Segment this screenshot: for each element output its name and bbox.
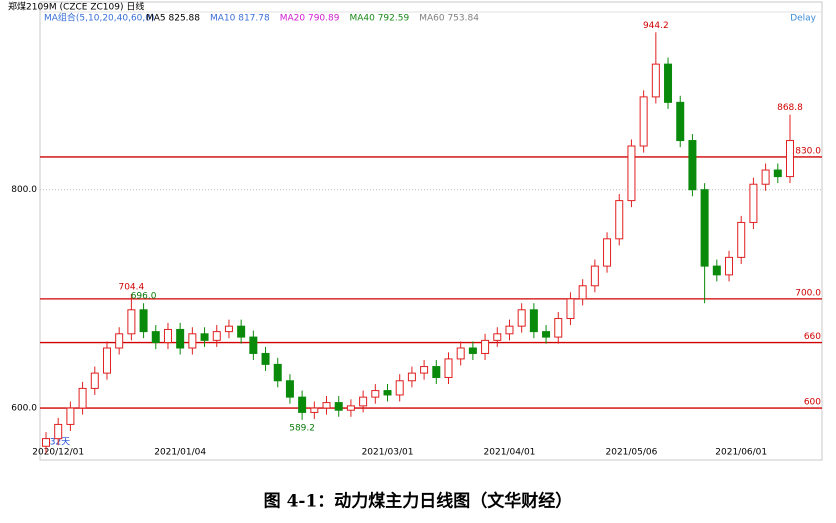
x-tick-label: 2021/04/01 bbox=[484, 448, 536, 458]
candle-body bbox=[273, 363, 282, 382]
candle-body bbox=[627, 145, 636, 202]
candle-body bbox=[212, 331, 221, 341]
candle-body bbox=[590, 265, 599, 287]
annotation: 696.0 bbox=[131, 292, 157, 302]
h-line-label: 700.0 bbox=[795, 288, 821, 298]
candle-body bbox=[688, 140, 697, 191]
ma-title: MA组合(5,10,20,40,60,0) bbox=[44, 12, 155, 24]
candle-body bbox=[102, 347, 111, 374]
candle-body bbox=[773, 169, 782, 178]
candle-body bbox=[700, 189, 709, 267]
candle-body bbox=[554, 318, 563, 338]
candle-body bbox=[749, 183, 758, 223]
candle-body bbox=[444, 358, 453, 378]
candle-body bbox=[505, 325, 514, 335]
candle-body bbox=[66, 407, 75, 425]
candle-body bbox=[200, 333, 209, 341]
ma-legend: MA40 792.59 bbox=[349, 14, 409, 24]
ma-legend: MA5 825.88 bbox=[146, 14, 200, 24]
candle-body bbox=[334, 402, 343, 411]
candle-body bbox=[224, 325, 233, 333]
candle-body bbox=[54, 423, 63, 440]
candle-body bbox=[310, 407, 319, 413]
candle-body bbox=[163, 328, 172, 344]
candle-body bbox=[578, 285, 587, 300]
h-line-label: 830.0 bbox=[795, 146, 821, 156]
candle-body bbox=[639, 96, 648, 147]
candle-body bbox=[615, 200, 624, 240]
candle-body bbox=[395, 380, 404, 396]
annotation: 589.2 bbox=[289, 423, 315, 433]
annotation: 704.4 bbox=[118, 283, 144, 293]
x-tick-label: 2021/06/01 bbox=[715, 448, 767, 458]
annotation: 944.2 bbox=[643, 21, 669, 31]
candle-body bbox=[139, 309, 148, 333]
status: Delay bbox=[790, 14, 816, 24]
candle-body bbox=[176, 328, 185, 349]
candle-body bbox=[188, 333, 197, 349]
candle-body bbox=[603, 238, 612, 267]
days-label: 132天 bbox=[44, 438, 70, 448]
candle-body bbox=[285, 380, 294, 398]
candle-body bbox=[737, 221, 746, 258]
x-tick-label: 2020/12/01 bbox=[32, 448, 84, 458]
candle-body bbox=[725, 256, 734, 276]
panel bbox=[39, 1, 823, 461]
candle-body bbox=[468, 347, 477, 354]
candle-body bbox=[151, 331, 160, 344]
x-tick-label: 2021/01/04 bbox=[154, 448, 206, 458]
candle-body bbox=[664, 63, 673, 103]
candle-body bbox=[676, 101, 685, 142]
candle-body bbox=[346, 405, 355, 411]
candle-body bbox=[298, 396, 307, 413]
candle-body bbox=[481, 339, 490, 354]
candle-body bbox=[542, 331, 551, 338]
candle-body bbox=[42, 438, 50, 447]
candle-body bbox=[371, 390, 380, 398]
ma-legend: MA10 817.78 bbox=[210, 14, 270, 24]
candle-body bbox=[456, 347, 465, 360]
candle-body bbox=[786, 140, 794, 178]
h-line-label: 660 bbox=[804, 332, 821, 342]
x-tick-label: 2021/05/06 bbox=[606, 448, 658, 458]
y-tick-label: 600.0 bbox=[11, 404, 37, 414]
candle-body bbox=[359, 396, 368, 407]
candle-body bbox=[493, 333, 502, 341]
candle-body bbox=[90, 372, 99, 389]
candle-body bbox=[517, 309, 526, 327]
ma-legend: MA20 790.89 bbox=[280, 14, 340, 24]
ma-legend: MA60 753.84 bbox=[419, 14, 479, 24]
candle-body bbox=[651, 63, 660, 98]
y-tick-label: 800.0 bbox=[11, 185, 37, 195]
candle-body bbox=[261, 352, 270, 365]
candle-body bbox=[249, 336, 258, 354]
candle-body bbox=[420, 366, 429, 374]
h-line-label: 600 bbox=[804, 398, 821, 408]
candle-body bbox=[761, 169, 770, 185]
candle-body bbox=[78, 387, 87, 409]
x-tick-label: 2021/03/01 bbox=[362, 448, 414, 458]
candle-body bbox=[566, 298, 575, 320]
caption: 图 4-1：动力煤主力日线图（文华财经） bbox=[264, 491, 573, 512]
header: 郑煤2109M (CZCE ZC109) 日线 bbox=[8, 1, 144, 13]
candle-body bbox=[237, 325, 246, 338]
candle-body bbox=[115, 333, 124, 349]
candle-body bbox=[712, 265, 721, 276]
candle-body bbox=[432, 366, 441, 378]
candle-body bbox=[127, 309, 136, 335]
candle-body bbox=[322, 402, 331, 409]
candle-body bbox=[383, 390, 392, 396]
candle-body bbox=[407, 372, 416, 382]
annotation: 868.8 bbox=[777, 103, 803, 113]
candle-body bbox=[529, 309, 538, 333]
